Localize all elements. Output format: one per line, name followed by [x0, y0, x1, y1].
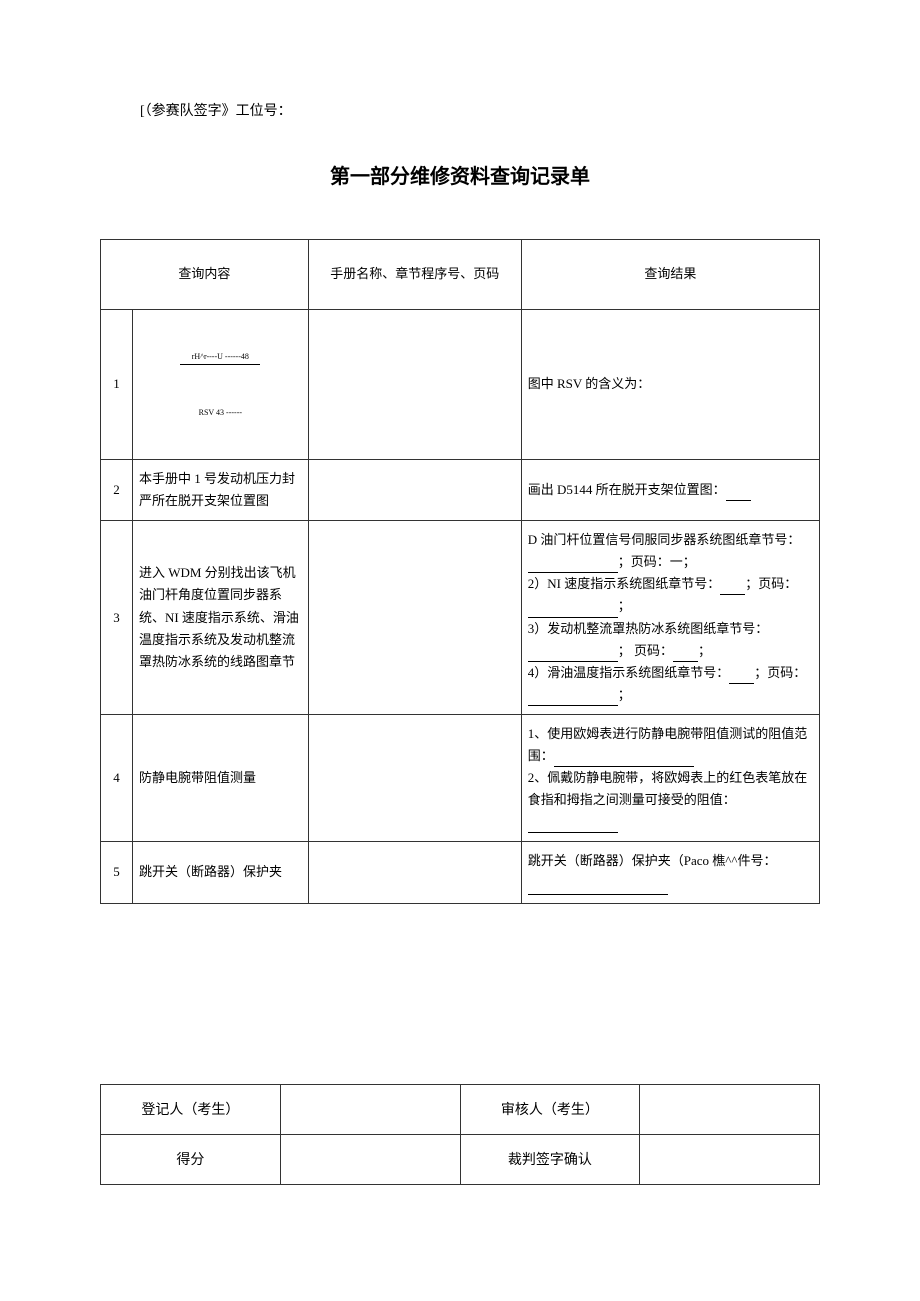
row-result: 跳开关（断路器）保护夹（Paco 樵^^件号：	[521, 842, 819, 903]
table-row: 3 进入 WDM 分别找出该飞机油门杆角度位置同步器系统、NI 速度指示系统、滑…	[101, 521, 820, 715]
row-manual	[308, 310, 521, 460]
footer-row: 得分 裁判签字确认	[101, 1134, 820, 1184]
row-result: D 油门杆位置信号伺服同步器系统图纸章节号： ；页码：一； 2）NI 速度指示系统…	[521, 521, 819, 715]
registrant-label: 登记人（考生）	[101, 1084, 281, 1134]
result-line: 3）发动机整流罩热防冰系统图纸章节号：	[528, 621, 769, 636]
result-line: ； 页码：	[618, 643, 673, 658]
result-line: ；页码：	[745, 576, 797, 591]
reviewer-value	[640, 1084, 820, 1134]
blank-field	[673, 649, 698, 662]
blank-field	[720, 582, 745, 595]
row-num: 3	[101, 521, 133, 715]
table-row: 5 跳开关（断路器）保护夹 跳开关（断路器）保护夹（Paco 樵^^件号：	[101, 842, 820, 903]
result-prefix: 跳开关（断路器）保护夹（Paco 樵^^件号：	[528, 853, 777, 868]
row-manual	[308, 460, 521, 521]
row-manual	[308, 714, 521, 841]
result-line: 4）滑油温度指示系统图纸章节号：	[528, 665, 730, 680]
row-content: 本手册中 1 号发动机压力封严所在脱开支架位置图	[132, 460, 308, 521]
result-line: 2、佩戴防静电腕带，将欧姆表上的红色表笔放在食指和拇指之间测量可接受的阻值：	[528, 770, 808, 807]
score-label: 得分	[101, 1134, 281, 1184]
page-title: 第一部分维修资料查询记录单	[100, 160, 820, 189]
judge-label: 裁判签字确认	[460, 1134, 640, 1184]
result-prefix: 画出 D5144 所在脱开支架位置图：	[528, 482, 726, 497]
footer-row: 登记人（考生） 审核人（考生）	[101, 1084, 820, 1134]
blank-field	[528, 820, 618, 833]
result-line: D 油门杆位置信号伺服同步器系统图纸章节号：	[528, 532, 801, 547]
divider-line	[180, 364, 260, 365]
small-label: RSV 43 ------	[139, 407, 302, 418]
result-text: 图中 RSV 的含义为：	[528, 376, 651, 391]
result-line: ；	[698, 643, 711, 658]
th-manual: 手册名称、章节程序号、页码	[308, 240, 521, 310]
blank-field	[528, 693, 618, 706]
table-row: 4 防静电腕带阻值测量 1、使用欧姆表进行防静电腕带阻值测试的阻值范围： 2、佩…	[101, 714, 820, 841]
row-num: 4	[101, 714, 133, 841]
registrant-value	[280, 1084, 460, 1134]
row-num: 1	[101, 310, 133, 460]
result-line: ；页码：一；	[618, 554, 696, 569]
header-line: [（参赛队签字》工位号：	[140, 100, 820, 120]
blank-field	[528, 649, 618, 662]
row-manual	[308, 521, 521, 715]
blank-field	[528, 605, 618, 618]
row-result: 图中 RSV 的含义为：	[521, 310, 819, 460]
th-content: 查询内容	[101, 240, 309, 310]
main-query-table: 查询内容 手册名称、章节程序号、页码 查询结果 1 rH^r----U ----…	[100, 239, 820, 904]
row-num: 2	[101, 460, 133, 521]
table-row: 2 本手册中 1 号发动机压力封严所在脱开支架位置图 画出 D5144 所在脱开…	[101, 460, 820, 521]
result-line: ；页码：	[754, 665, 806, 680]
blank-field	[528, 882, 668, 895]
row-manual	[308, 842, 521, 903]
reviewer-label: 审核人（考生）	[460, 1084, 640, 1134]
blank-field	[528, 560, 618, 573]
blank-field	[726, 488, 751, 501]
judge-value	[640, 1134, 820, 1184]
result-line: 2）NI 速度指示系统图纸章节号：	[528, 576, 720, 591]
row-result: 画出 D5144 所在脱开支架位置图：	[521, 460, 819, 521]
small-label: rH^r----U ------48	[139, 351, 302, 362]
table-row: 1 rH^r----U ------48 RSV 43 ------ 图中 RS…	[101, 310, 820, 460]
row-content: rH^r----U ------48 RSV 43 ------	[132, 310, 308, 460]
footer-signature-table: 登记人（考生） 审核人（考生） 得分 裁判签字确认	[100, 1084, 820, 1185]
table-header-row: 查询内容 手册名称、章节程序号、页码 查询结果	[101, 240, 820, 310]
th-result: 查询结果	[521, 240, 819, 310]
row-content: 进入 WDM 分别找出该飞机油门杆角度位置同步器系统、NI 速度指示系统、滑油温…	[132, 521, 308, 715]
row-content: 防静电腕带阻值测量	[132, 714, 308, 841]
row-content: 跳开关（断路器）保护夹	[132, 842, 308, 903]
row-num: 5	[101, 842, 133, 903]
result-line: ；	[618, 687, 631, 702]
blank-field	[729, 671, 754, 684]
result-line: ；	[618, 598, 631, 613]
score-value	[280, 1134, 460, 1184]
blank-field	[554, 754, 694, 767]
row-result: 1、使用欧姆表进行防静电腕带阻值测试的阻值范围： 2、佩戴防静电腕带，将欧姆表上…	[521, 714, 819, 841]
